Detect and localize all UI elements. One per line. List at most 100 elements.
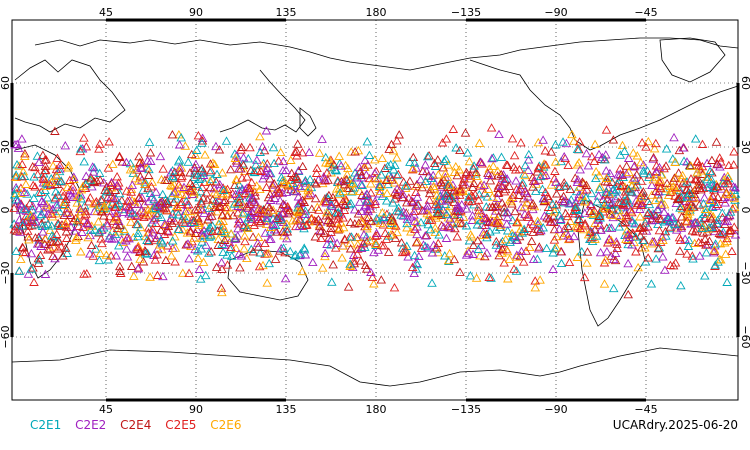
observation-marker [138, 257, 149, 266]
observation-marker [660, 226, 671, 236]
observation-marker [533, 137, 544, 147]
observation-marker [560, 196, 570, 205]
observation-marker [18, 166, 29, 176]
observation-marker [525, 242, 535, 252]
observation-marker [621, 234, 631, 244]
observation-marker [595, 182, 605, 191]
observation-marker [233, 223, 243, 233]
observation-marker [305, 174, 315, 184]
observation-marker [592, 196, 602, 206]
observation-marker [682, 249, 692, 258]
observation-marker [445, 214, 455, 223]
observation-marker [638, 187, 649, 196]
observation-marker [23, 226, 33, 235]
observation-marker [97, 238, 107, 248]
observation-marker [50, 253, 60, 263]
observation-marker [170, 243, 181, 252]
observation-marker [33, 188, 44, 197]
observation-marker [635, 204, 645, 213]
observation-marker [293, 192, 304, 201]
observation-marker [493, 211, 504, 221]
observation-marker [122, 232, 132, 242]
observation-marker [54, 166, 65, 176]
observation-marker [312, 163, 322, 173]
observation-marker [326, 240, 336, 249]
observation-marker [412, 229, 422, 239]
observation-marker [130, 210, 140, 219]
observation-marker [236, 251, 247, 260]
observation-marker [712, 199, 723, 208]
observation-marker [452, 206, 463, 215]
observation-marker [268, 219, 278, 229]
observation-marker [102, 220, 113, 230]
observation-marker [204, 223, 214, 233]
observation-marker [193, 204, 203, 214]
observation-marker [73, 214, 83, 224]
observation-marker [313, 214, 324, 224]
observation-marker [288, 186, 299, 195]
observation-marker [38, 173, 48, 182]
observation-marker [693, 237, 704, 246]
observation-marker [577, 246, 587, 256]
observation-marker [92, 206, 103, 215]
observation-marker [323, 215, 333, 225]
observation-marker [494, 250, 504, 260]
observation-marker [460, 128, 471, 137]
observation-marker [24, 234, 34, 244]
observation-marker [45, 243, 55, 253]
observation-marker [71, 232, 82, 242]
observation-marker [319, 174, 330, 183]
observation-marker [564, 198, 574, 207]
observation-marker [709, 245, 720, 254]
observation-marker [643, 136, 654, 146]
observation-marker [206, 200, 216, 209]
observation-marker [174, 166, 184, 175]
observation-marker [353, 239, 363, 249]
observation-marker [62, 248, 72, 257]
south-america-coast [577, 199, 646, 327]
observation-marker [254, 261, 265, 271]
observation-marker [492, 166, 503, 175]
observation-marker [491, 206, 501, 215]
observation-marker [48, 242, 59, 251]
observation-marker [697, 139, 708, 148]
observation-marker [441, 154, 451, 164]
observation-marker [527, 200, 537, 209]
observation-marker [461, 221, 472, 230]
observation-marker [638, 235, 648, 244]
observation-marker [457, 218, 467, 228]
observation-marker [659, 217, 670, 226]
observation-marker [203, 215, 213, 224]
observation-marker [516, 246, 527, 256]
observation-marker [414, 251, 424, 261]
observation-marker [26, 248, 37, 258]
observation-marker [274, 188, 284, 197]
observation-marker [696, 166, 707, 175]
observation-marker [58, 251, 68, 260]
observation-marker [372, 174, 383, 183]
observation-marker [674, 193, 684, 203]
observation-marker [106, 192, 116, 201]
observation-marker [153, 210, 163, 219]
observation-marker [723, 211, 733, 221]
observation-marker [184, 268, 194, 277]
observation-marker [467, 196, 477, 205]
observation-marker [85, 192, 96, 202]
observation-marker [440, 168, 451, 178]
observation-marker [583, 229, 594, 239]
observation-marker [485, 175, 496, 185]
observation-marker [698, 183, 709, 192]
observation-marker [628, 148, 639, 157]
observation-marker [692, 167, 702, 177]
observation-marker [334, 151, 344, 160]
observation-marker [402, 214, 413, 223]
observation-marker [383, 247, 394, 256]
observation-marker [142, 163, 152, 172]
observation-marker [700, 271, 710, 280]
observation-marker [162, 205, 172, 215]
observation-marker [432, 242, 442, 252]
observation-marker [269, 225, 280, 234]
observation-marker [500, 174, 510, 184]
observation-marker [189, 217, 199, 226]
observation-marker [133, 264, 143, 273]
